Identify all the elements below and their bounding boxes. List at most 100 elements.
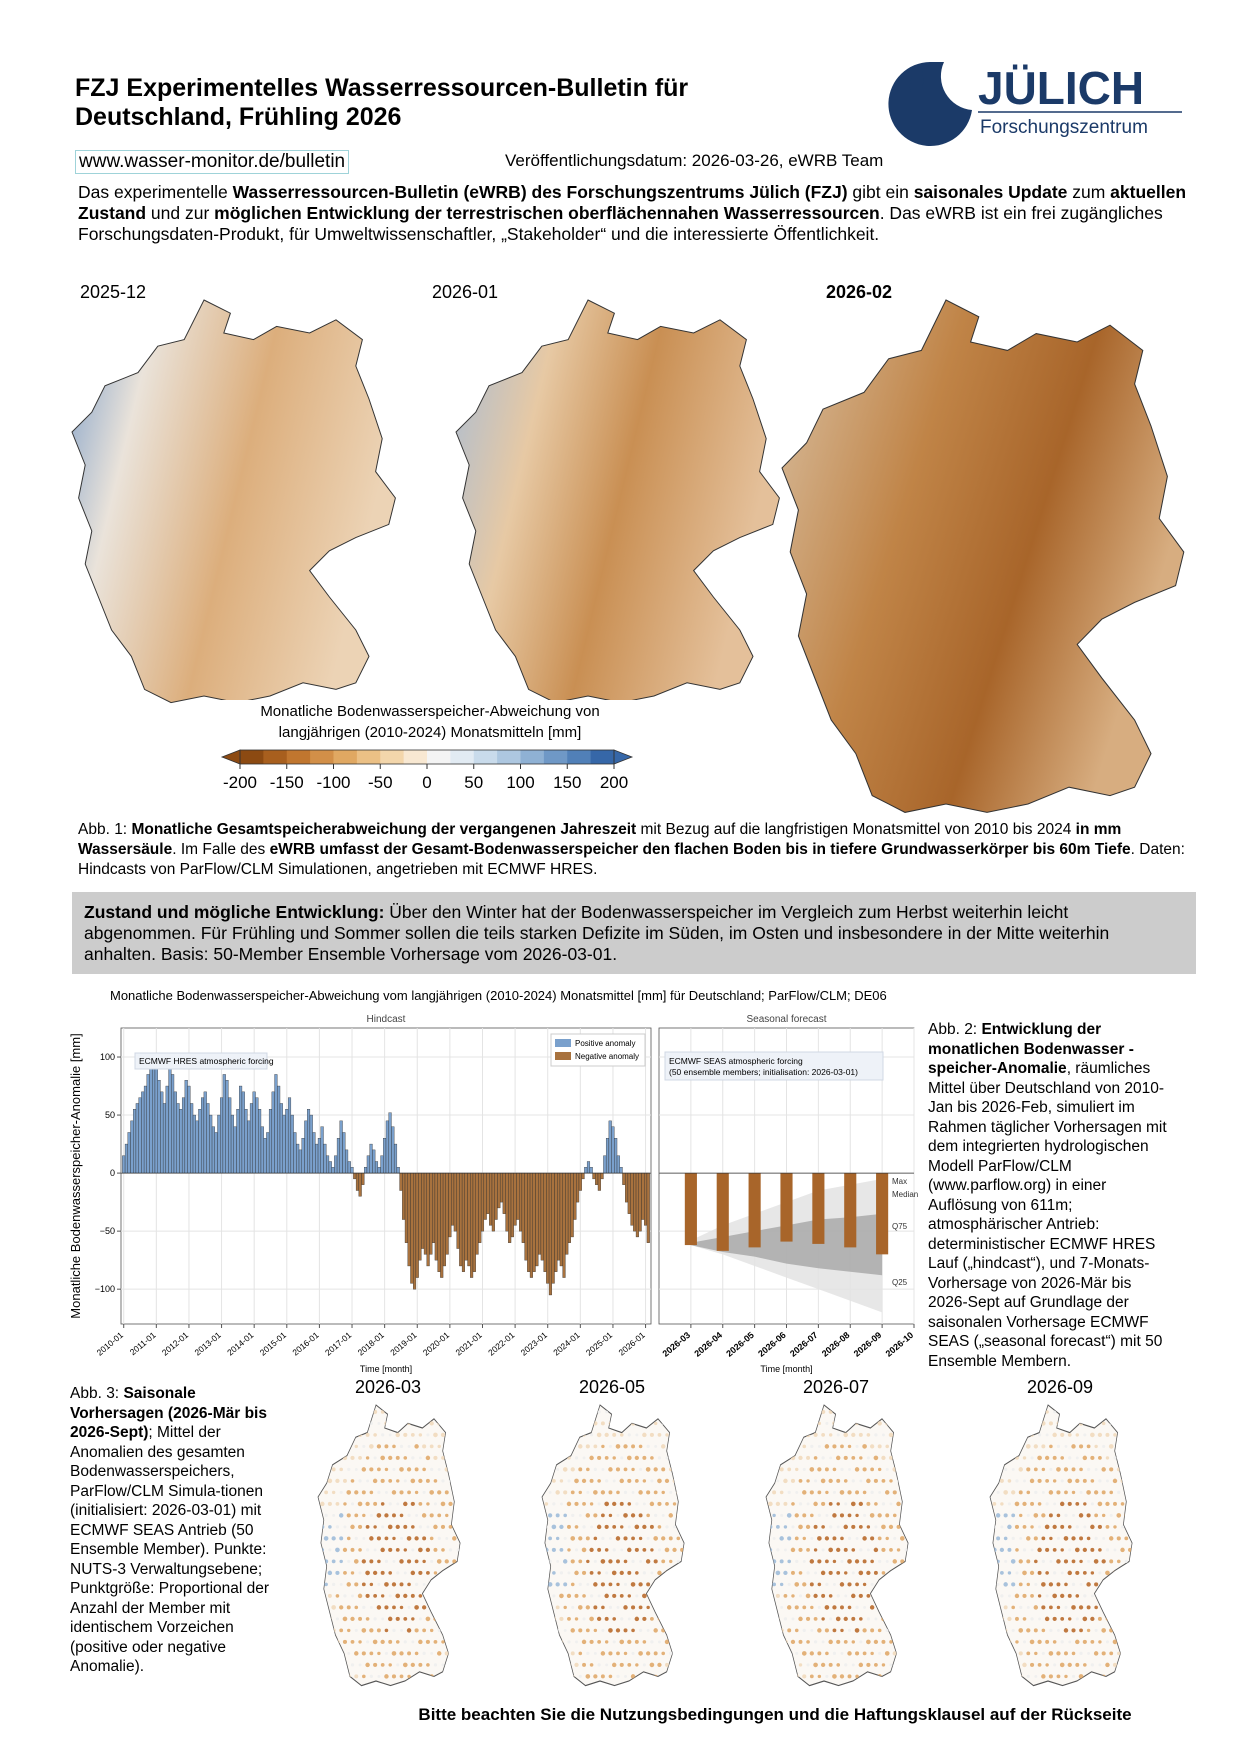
map-dot: [1037, 1433, 1042, 1437]
bar: [247, 1120, 251, 1174]
map-dot: [844, 1571, 848, 1575]
map-dot: [422, 1651, 426, 1656]
map-dot: [817, 1536, 822, 1541]
map-dot: [668, 1605, 673, 1610]
url[interactable]: www.wasser-monitor.de/bulletin: [75, 150, 350, 174]
map-dot: [787, 1582, 791, 1586]
map-dot: [821, 1617, 825, 1621]
map-dot: [1075, 1456, 1079, 1460]
map-dot: [683, 1582, 685, 1587]
map-dot: [1113, 1617, 1117, 1621]
map-dot: [1087, 1651, 1091, 1655]
map-dot: [775, 1501, 781, 1507]
map-dot: [1014, 1524, 1020, 1529]
map-dot: [1117, 1490, 1121, 1495]
colorbar: -200 -150 -100 -50 0 50 100 150 200: [220, 749, 634, 792]
map-dot: [1041, 1605, 1046, 1610]
text-run: saisonales Update: [913, 182, 1068, 202]
map-dot: [650, 1571, 654, 1575]
map-dot: [1053, 1571, 1057, 1575]
map-dot: [780, 1513, 784, 1517]
map-dot: [1101, 1467, 1106, 1472]
map-dot: [832, 1651, 837, 1656]
map-dot: [862, 1674, 867, 1679]
map-dot: [631, 1628, 635, 1633]
map-dot: [787, 1536, 792, 1541]
map-dot: [802, 1513, 807, 1518]
map-dot: [346, 1605, 351, 1610]
map-dot: [1045, 1547, 1050, 1552]
map-dot: [657, 1548, 661, 1552]
map-dot: [362, 1536, 366, 1540]
map-dot: [1064, 1674, 1068, 1679]
colorbar-tick-label: 0: [422, 773, 431, 792]
text-run: Saisonale Vorhersagen (2026-Mär bis 2026…: [70, 1385, 267, 1441]
map-dot: [817, 1582, 822, 1587]
colorbar-segment: [263, 750, 288, 764]
map-dot: [586, 1467, 590, 1472]
map-dot: [653, 1559, 658, 1564]
map-dot: [624, 1421, 627, 1425]
map-dot: [672, 1571, 677, 1575]
map-dot: [612, 1548, 616, 1552]
map-dot: [1048, 1651, 1054, 1656]
map-dot: [384, 1467, 389, 1472]
colorbar-tick-label: 50: [464, 773, 483, 792]
map-dot: [787, 1467, 792, 1472]
map-dot: [320, 1479, 324, 1483]
map-dot: [578, 1490, 582, 1495]
bar: [437, 1172, 441, 1272]
text-run: Über den Winter hat der Bodenwasserspeic…: [84, 902, 1110, 964]
map-dot: [616, 1605, 620, 1609]
map-dot: [873, 1639, 879, 1645]
map-dot: [817, 1651, 822, 1656]
map-dot: [582, 1594, 586, 1598]
map-dot: [885, 1605, 890, 1610]
map-dot: [1004, 1559, 1008, 1563]
map-dot: [380, 1455, 385, 1461]
map-dot: [1015, 1640, 1019, 1644]
map-dot: [828, 1662, 833, 1667]
bar: [290, 1114, 294, 1174]
map-label: 2026-03: [355, 1377, 421, 1397]
map-dot: [889, 1548, 893, 1552]
title-line: FZJ Experimentelles Wasserressourcen-Bul…: [75, 74, 689, 102]
map-dot: [627, 1525, 631, 1529]
map-dot: [570, 1559, 575, 1564]
bar: [502, 1172, 506, 1214]
map: [765, 1404, 909, 1687]
map-dot: [1033, 1605, 1039, 1610]
map-dot: [365, 1617, 370, 1621]
logo: JÜLICH Forschungszentrum: [888, 62, 1182, 146]
map-dot: [813, 1524, 818, 1529]
map-dot: [597, 1502, 601, 1506]
map-dot: [581, 1639, 587, 1645]
map-dot: [585, 1628, 590, 1633]
map-dot: [358, 1456, 362, 1460]
map-dot: [346, 1513, 351, 1518]
bar: [296, 1143, 300, 1174]
map-dot: [1041, 1651, 1045, 1655]
bar: [554, 1172, 558, 1272]
map-dot: [1015, 1663, 1019, 1667]
map-dot: [805, 1616, 811, 1621]
map-dot: [623, 1490, 628, 1495]
map-dot: [392, 1536, 396, 1541]
map-dot: [571, 1421, 575, 1426]
map-dot: [448, 1548, 453, 1552]
map-dot: [1052, 1432, 1057, 1438]
map-dot: [1023, 1479, 1026, 1483]
bar: [519, 1172, 523, 1232]
map-dot: [623, 1559, 628, 1564]
map-dot: [1132, 1537, 1135, 1540]
map-dot: [335, 1662, 340, 1667]
map-dot: [1056, 1444, 1061, 1449]
map-dot: [1067, 1409, 1072, 1415]
map-dot: [798, 1639, 803, 1644]
map-dot: [896, 1409, 901, 1415]
map-dot: [585, 1513, 591, 1518]
map-dot: [620, 1456, 624, 1460]
bar: [605, 1138, 610, 1174]
map-dot: [873, 1547, 879, 1553]
map-dot: [639, 1467, 643, 1471]
